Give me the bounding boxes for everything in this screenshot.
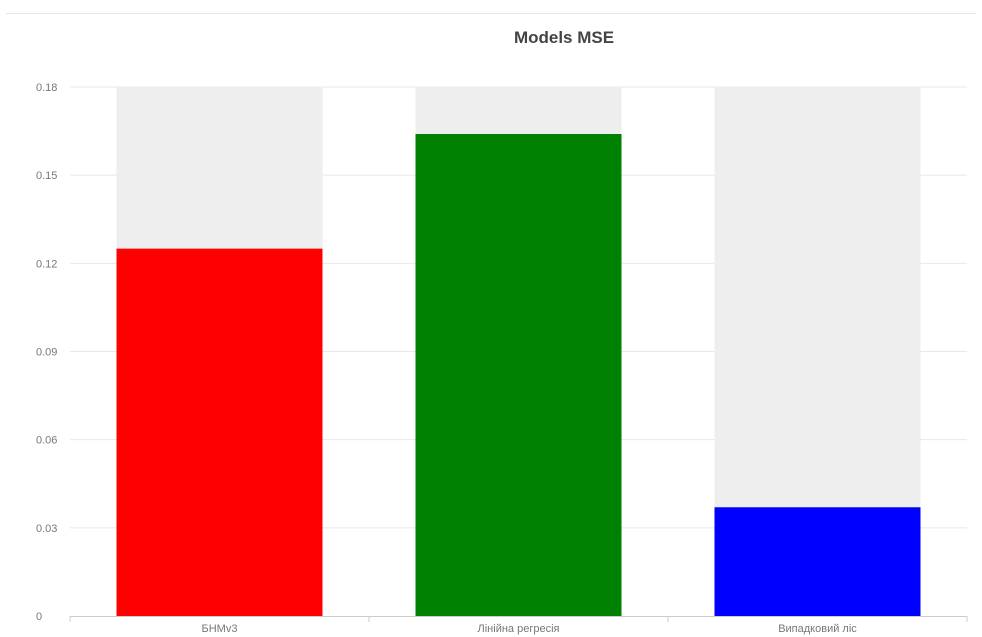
y-tick-label: 0.06 <box>36 435 57 447</box>
bar <box>116 248 323 616</box>
y-tick-label: 0.09 <box>36 347 57 359</box>
bar <box>714 507 921 616</box>
data-bars <box>116 134 921 616</box>
y-tick-label: 0.18 <box>36 82 57 94</box>
x-tick-label: БНМv3 <box>202 623 238 635</box>
y-tick-label: 0.03 <box>36 523 57 535</box>
x-tick-label: Випадковий ліс <box>778 623 857 635</box>
top-divider <box>6 13 976 14</box>
bar <box>415 134 622 616</box>
y-tick-label: 0 <box>36 611 42 623</box>
y-tick-label: 0.15 <box>36 170 57 182</box>
x-tick-label: Лінійна регресія <box>478 623 560 635</box>
x-axis: БНМv3 Лінійна регресія Випадковий ліс <box>69 616 968 635</box>
chart-title: Models MSE <box>514 28 614 47</box>
y-axis: 0 0.03 0.06 0.09 0.12 0.15 0.18 <box>36 82 57 623</box>
y-tick-label: 0.12 <box>36 258 57 270</box>
